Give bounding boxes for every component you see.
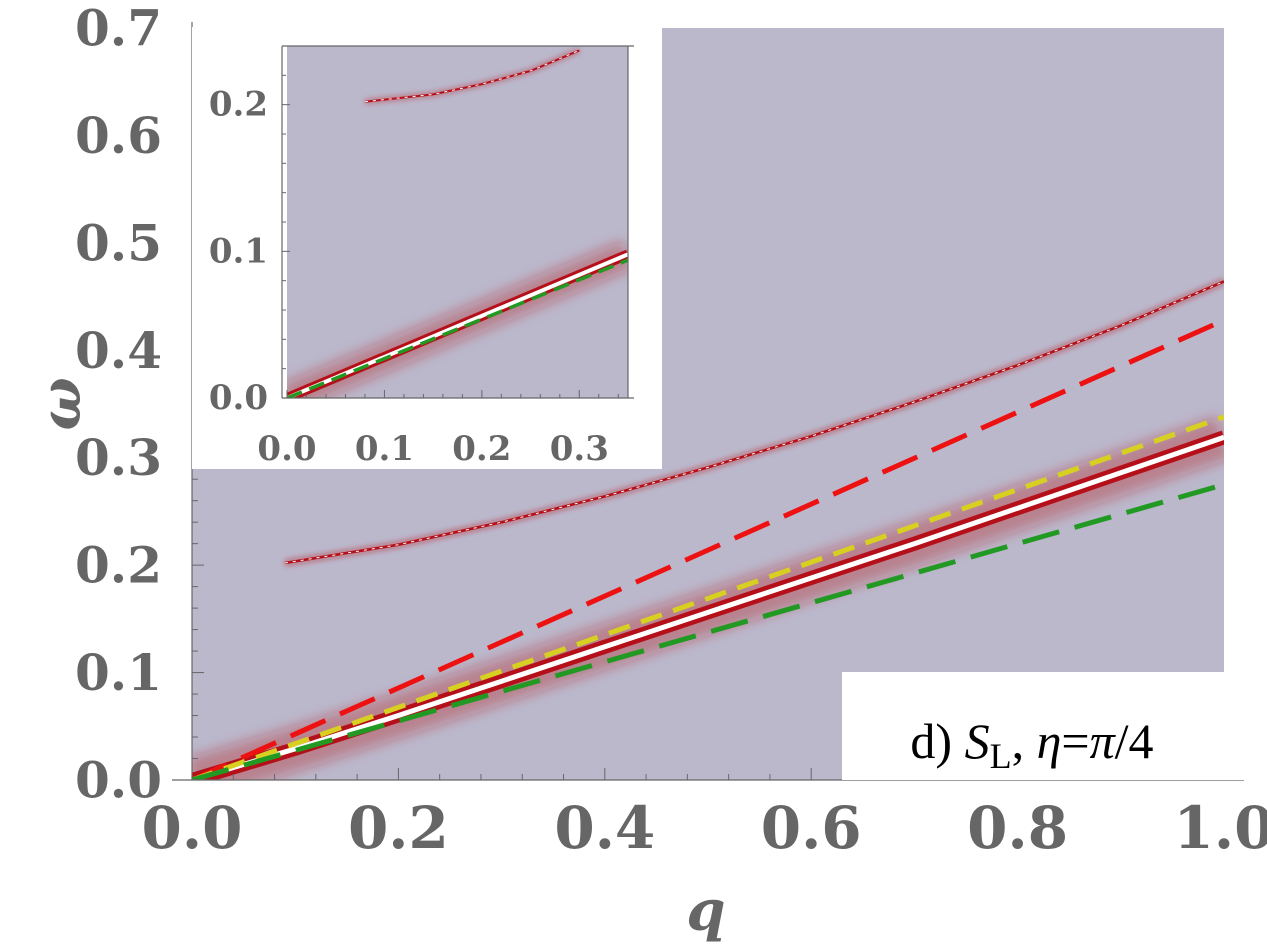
inset-series-thin-red-branch-1	[364, 48, 581, 104]
legend-prefix: d)	[910, 713, 964, 769]
main-y-tick-label: 0.3	[75, 428, 162, 487]
inset-x-tick-label: 0.3	[550, 429, 609, 469]
legend-eq: =	[1061, 713, 1089, 769]
legend-symbol: S	[965, 713, 990, 769]
inset-axes: 0.0 0.1 0.2 0.3 0.0 0.1 0.2	[209, 45, 634, 469]
main-y-tick-label: 0.6	[75, 106, 162, 165]
main-x-tick-label: 0.8	[967, 794, 1068, 862]
main-series-solid-white-peak-0-core	[192, 434, 1224, 780]
main-series-thin-red-branch-1	[284, 278, 1224, 566]
inset-y-tick-label: 0.2	[209, 85, 268, 125]
main-traces	[192, 278, 1224, 780]
inset-heatmap-background	[287, 46, 628, 398]
legend-subscript: L	[990, 736, 1012, 776]
x-axis-title: q	[686, 878, 725, 944]
inset-y-tick-label: 0.1	[209, 231, 268, 271]
main-x-tick-label: 0.2	[348, 794, 449, 862]
main-y-tick-label: 0.0	[75, 751, 162, 810]
main-y-tick-label: 0.5	[75, 213, 162, 272]
inset-series-thin-red-branch-1-speckle	[364, 49, 580, 103]
inset-traces	[287, 48, 628, 398]
inset-y-tick-label: 0.0	[209, 378, 268, 418]
main-y-tick-label: 0.1	[75, 643, 162, 702]
main-series-solid-white-peak-0	[192, 416, 1224, 780]
main-y-tick-label: 0.4	[75, 321, 162, 380]
inset-plot: 0.0 0.1 0.2 0.3 0.0 0.1 0.2	[209, 45, 634, 469]
main-y-tick-label: 0.7	[75, 0, 162, 58]
main-series-green-dashed-4	[192, 482, 1224, 780]
main-series-yellow-dashed-3	[192, 414, 1224, 780]
legend-sep: ,	[1012, 713, 1037, 769]
main-series-red-dashed-2	[192, 317, 1224, 780]
main-x-tick-label: 1.0	[1174, 794, 1267, 862]
main-x-tick-label: 0.6	[761, 794, 862, 862]
legend-pi: π	[1090, 713, 1117, 769]
inset-x-tick-label: 0.1	[355, 429, 414, 469]
inset-x-tick-label: 0.2	[452, 429, 511, 469]
main-series-thin-red-branch-1-speckle	[284, 281, 1224, 564]
legend-frac: /4	[1115, 713, 1154, 769]
inset-x-tick-label: 0.0	[257, 429, 316, 469]
y-axis-title: ω	[28, 377, 94, 430]
main-x-tick-label: 0.4	[554, 794, 655, 862]
legend-eta: η	[1037, 713, 1062, 769]
legend-box	[842, 672, 1244, 780]
legend-label: d) SL, η=π/4	[910, 713, 1153, 776]
main-x-tick-label: 0.0	[142, 794, 243, 862]
inset-series-green-dashed-2	[287, 258, 628, 398]
main-y-tick-label: 0.2	[75, 536, 162, 595]
